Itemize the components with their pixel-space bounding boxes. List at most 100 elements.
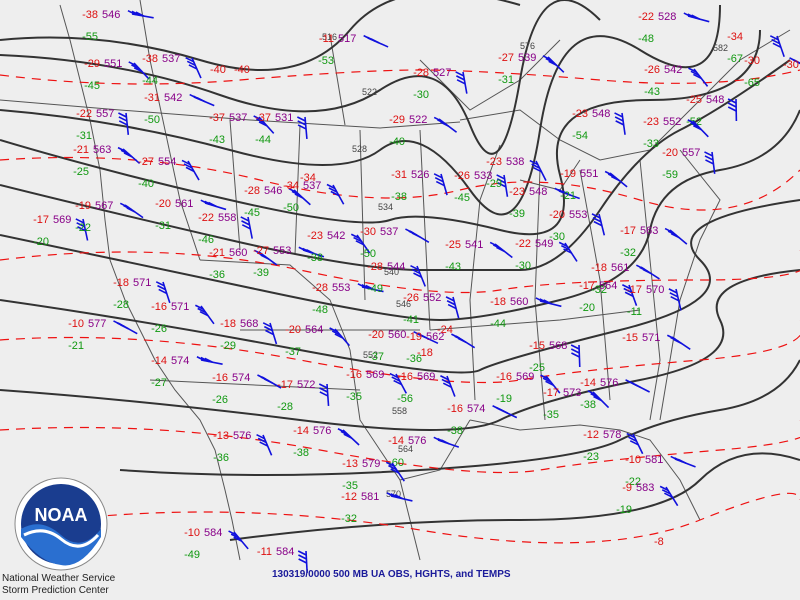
station-dewpoint: -44 bbox=[142, 75, 158, 87]
wind-barb-flag bbox=[393, 379, 402, 386]
station-dewpoint: -46 bbox=[198, 234, 214, 246]
station-height: 576 bbox=[313, 425, 331, 437]
wind-barb-flag bbox=[265, 329, 274, 336]
station-temperature: -16 bbox=[496, 371, 512, 383]
station-height: 531 bbox=[275, 112, 293, 124]
contour-label: 546 bbox=[396, 299, 411, 309]
border-line-5 bbox=[294, 124, 301, 256]
wind-barb-flag bbox=[389, 372, 399, 379]
wind-barb-flag bbox=[258, 121, 268, 127]
wind-barb-flag bbox=[127, 9, 137, 16]
wind-barb-flag bbox=[433, 173, 443, 179]
wind-barb-flag bbox=[296, 116, 306, 122]
wind-barb-flag bbox=[370, 38, 380, 44]
station-dewpoint: -67 bbox=[727, 53, 743, 65]
wind-barb-flag bbox=[334, 333, 344, 339]
wind-barb-flag bbox=[328, 187, 338, 193]
wind-barb-flag bbox=[727, 98, 737, 104]
station-dewpoint: -41 bbox=[403, 314, 419, 326]
wind-barb-flag bbox=[185, 56, 194, 63]
station-temperature: -19 bbox=[406, 331, 422, 343]
station-height: 568 bbox=[549, 340, 567, 352]
wind-barb-flag bbox=[496, 246, 505, 253]
station-temperature: -22 bbox=[638, 11, 654, 23]
wind-barb-flag bbox=[410, 264, 419, 271]
contour-label: 528 bbox=[352, 144, 367, 154]
border-line-11 bbox=[579, 169, 611, 401]
station-height: 568 bbox=[240, 318, 258, 330]
wind-barb-flag bbox=[447, 303, 457, 310]
station-height: 571 bbox=[642, 332, 660, 344]
wind-barb-flag bbox=[420, 334, 430, 340]
station-height: 569 bbox=[53, 214, 71, 226]
station-height: 563 bbox=[93, 144, 111, 156]
station-height: 522 bbox=[409, 114, 427, 126]
station-dewpoint: -49 bbox=[184, 549, 200, 561]
station-height: 537 bbox=[303, 180, 321, 192]
wind-barb-flag bbox=[571, 352, 580, 358]
station-dewpoint: -49 bbox=[367, 283, 383, 295]
station-dewpoint: -32 bbox=[591, 284, 607, 296]
wind-barb-flag bbox=[199, 310, 209, 317]
station-height: 581 bbox=[361, 491, 379, 503]
wind-barb-flag bbox=[456, 75, 465, 81]
contour-label: 576 bbox=[520, 41, 535, 51]
station-height: 546 bbox=[102, 9, 120, 21]
station-height: 569 bbox=[516, 371, 534, 383]
station-height: 563 bbox=[640, 225, 658, 237]
station-temperature: -21 bbox=[73, 144, 89, 156]
station-height: 558 bbox=[218, 212, 236, 224]
station-height: 551 bbox=[580, 168, 598, 180]
wind-barb-flag bbox=[542, 377, 552, 383]
station-temperature: -10 bbox=[68, 318, 84, 330]
wind-barb-flag bbox=[158, 288, 168, 295]
station-height: 542 bbox=[164, 92, 182, 104]
station-dewpoint: -31 bbox=[498, 74, 514, 86]
station-height: 553 bbox=[569, 209, 587, 221]
height-contour-4 bbox=[0, 59, 791, 272]
station-temperature: -34 bbox=[727, 31, 743, 43]
station-temperature: -31 bbox=[391, 169, 407, 181]
station-height: 576 bbox=[600, 377, 618, 389]
wind-barb-flag bbox=[233, 536, 243, 542]
station-dewpoint: -50 bbox=[360, 248, 376, 260]
contour-label: 552 bbox=[363, 350, 378, 360]
station-temperature: -26 bbox=[403, 292, 419, 304]
height-contour-3 bbox=[0, 29, 761, 236]
station-height: 537 bbox=[380, 226, 398, 238]
wind-barb-flag bbox=[185, 166, 195, 173]
wind-barb-flag bbox=[319, 387, 328, 393]
border-line-6 bbox=[359, 129, 366, 301]
wind-barb-flag bbox=[288, 187, 298, 194]
station-dewpoint: -26 bbox=[151, 323, 167, 335]
wind-barb-flag bbox=[241, 220, 250, 226]
station-dewpoint: -45 bbox=[244, 207, 260, 219]
wind-barb-flag bbox=[330, 190, 340, 197]
wind-barb-flag bbox=[350, 233, 360, 239]
wind-barb-flag bbox=[440, 375, 449, 381]
station-dewpoint: -29 bbox=[486, 178, 502, 190]
temp-contour-1 bbox=[0, 156, 800, 211]
extra-temperature: -24 bbox=[437, 324, 453, 336]
station-height: 542 bbox=[327, 230, 345, 242]
wind-barb-flag bbox=[693, 73, 702, 80]
station-height: 569 bbox=[417, 371, 435, 383]
station-temperature: -38 bbox=[82, 9, 98, 21]
wind-barb-flag bbox=[241, 224, 251, 230]
station-dewpoint: -50 bbox=[144, 114, 160, 126]
wind-barb-flag bbox=[704, 155, 714, 161]
station-dewpoint: -22 bbox=[75, 222, 91, 234]
wind-barb-flag bbox=[690, 122, 699, 128]
station-temperature: -14 bbox=[388, 435, 404, 447]
station-temperature: -34 bbox=[283, 180, 299, 192]
wind-barb-flag bbox=[361, 283, 371, 290]
station-dewpoint: -11 bbox=[627, 306, 642, 318]
wind-barb-flag bbox=[545, 380, 554, 387]
wind-barb-flag bbox=[297, 124, 307, 130]
station-dewpoint: -37 bbox=[285, 346, 301, 358]
station-height: 564 bbox=[599, 280, 617, 292]
wind-barb-flag bbox=[561, 190, 571, 196]
wind-barb-flag bbox=[411, 232, 421, 238]
station-temperature: -17 bbox=[626, 284, 642, 296]
noaa-logo-text: NOAA bbox=[35, 505, 88, 525]
